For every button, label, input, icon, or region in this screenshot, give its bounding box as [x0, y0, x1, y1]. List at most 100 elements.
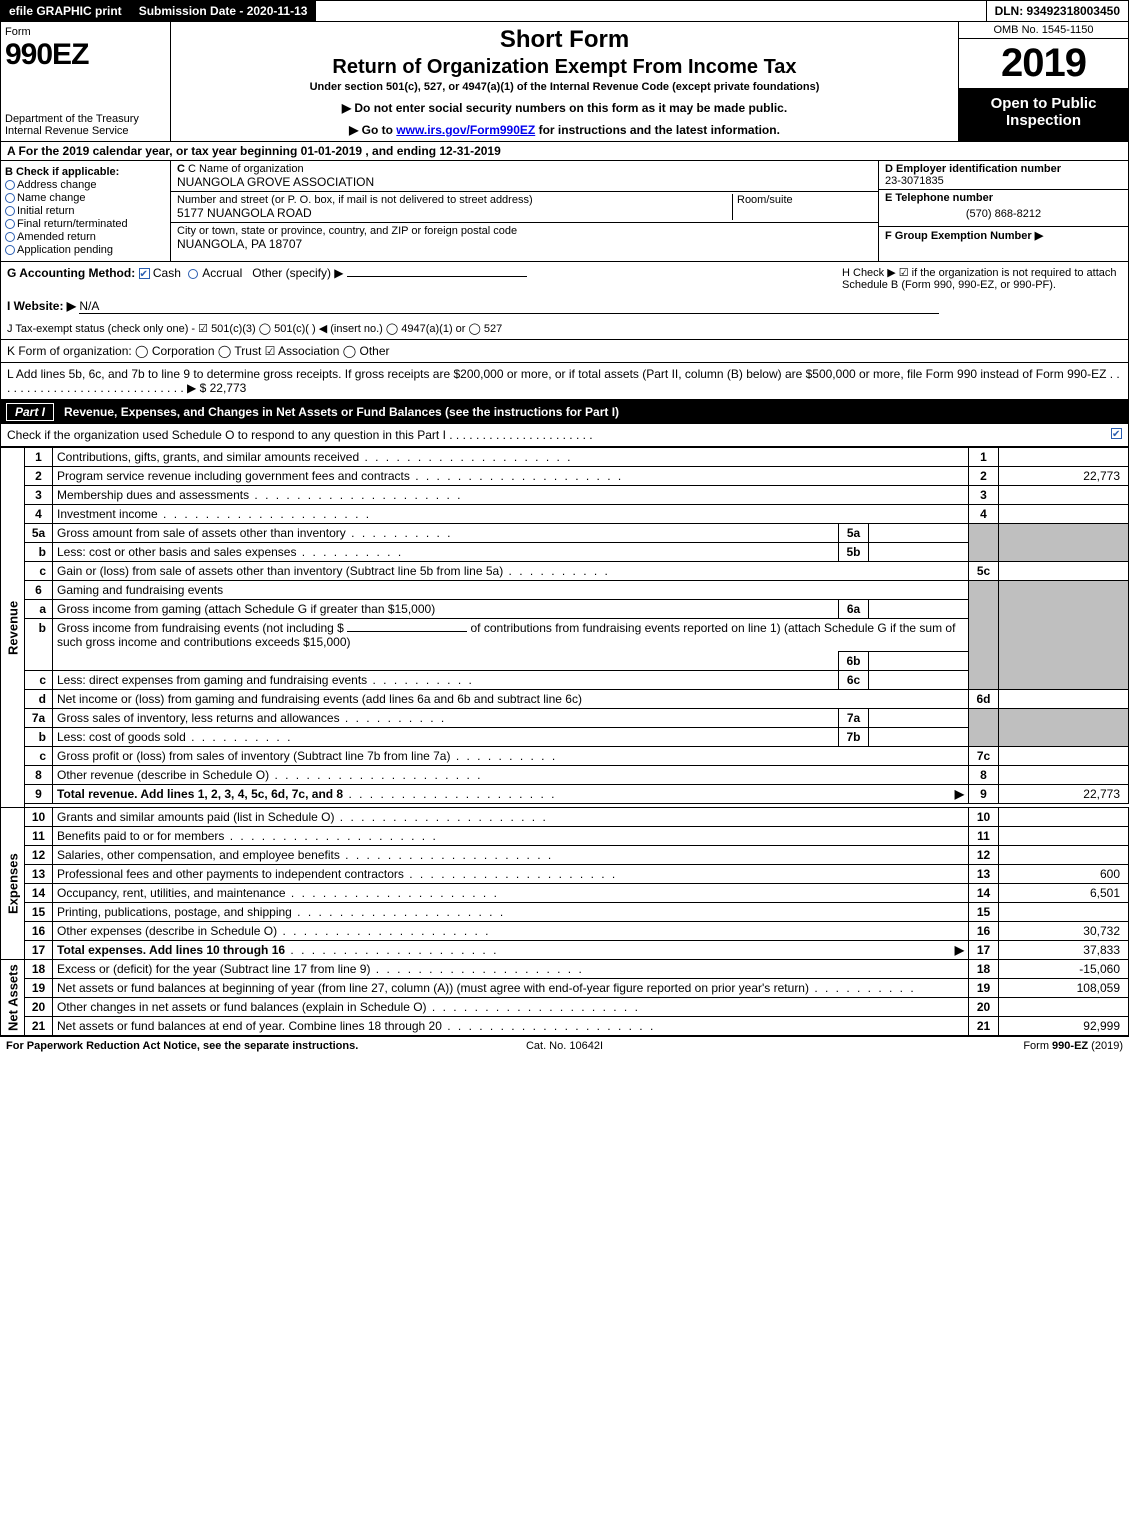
circle-icon [5, 193, 15, 203]
omb-number: OMB No. 1545-1150 [959, 22, 1128, 39]
header-center: Short Form Return of Organization Exempt… [171, 22, 958, 141]
line-rval [999, 486, 1129, 505]
irs-link[interactable]: www.irs.gov/Form990EZ [396, 123, 535, 137]
line-6b-2: 6b [1, 652, 1129, 671]
line-num: 9 [25, 785, 53, 804]
line-inval [869, 524, 969, 543]
line-desc: Grants and similar amounts paid (list in… [57, 810, 334, 824]
line-4: 4 Investment income 4 [1, 505, 1129, 524]
line-17: 17 Total expenses. Add lines 10 through … [1, 941, 1129, 960]
opt-name-change[interactable]: Name change [5, 192, 166, 204]
open-to-public-inspection: Open to Public Inspection [959, 89, 1128, 141]
accrual-label: Accrual [202, 266, 242, 280]
goto-suffix: for instructions and the latest informat… [535, 123, 780, 137]
info-block: B Check if applicable: Address change Na… [0, 161, 1129, 262]
part1-schedule-o-checkbox[interactable] [1111, 428, 1122, 439]
accounting-method-label: G Accounting Method: [7, 266, 135, 280]
opt-application-pending[interactable]: Application pending [5, 244, 166, 256]
lines-table: Revenue 1 Contributions, gifts, grants, … [0, 447, 1129, 1036]
col-c: C C Name of organization NUANGOLA GROVE … [171, 161, 878, 261]
city-value: NUANGOLA, PA 18707 [177, 237, 872, 251]
line-rval [999, 448, 1129, 467]
arrow-icon: ▶ [955, 943, 964, 957]
circle-icon [5, 180, 15, 190]
opt-address-change[interactable]: Address change [5, 179, 166, 191]
line-inval [869, 728, 969, 747]
line-14: 14 Occupancy, rent, utilities, and maint… [1, 884, 1129, 903]
line-desc: Excess or (deficit) for the year (Subtra… [57, 962, 370, 976]
line-num: c [25, 747, 53, 766]
footer-paperwork: For Paperwork Reduction Act Notice, see … [6, 1040, 378, 1052]
line-inval [869, 600, 969, 619]
line-21: 21 Net assets or fund balances at end of… [1, 1017, 1129, 1036]
line-num: 2 [25, 467, 53, 486]
opt-amended-return[interactable]: Amended return [5, 231, 166, 243]
org-name-label: C C Name of organization [177, 163, 872, 175]
line-rval: 37,833 [999, 941, 1129, 960]
line-desc: Other expenses (describe in Schedule O) [57, 924, 277, 938]
line-desc: Gross profit or (loss) from sales of inv… [57, 749, 450, 763]
line-13: 13 Professional fees and other payments … [1, 865, 1129, 884]
line-rnum: 12 [969, 846, 999, 865]
grey-cell [999, 709, 1129, 747]
line-rnum: 19 [969, 979, 999, 998]
part1-check-text: Check if the organization used Schedule … [7, 428, 1111, 442]
line-rval: 108,059 [999, 979, 1129, 998]
line-rval [999, 827, 1129, 846]
opt-address-change-label: Address change [17, 179, 97, 191]
line-desc: Total expenses. Add lines 10 through 16 [57, 943, 285, 957]
line-rval [999, 846, 1129, 865]
line-rval [999, 808, 1129, 827]
line-rnum: 1 [969, 448, 999, 467]
addr-value: 5177 NUANGOLA ROAD [177, 206, 732, 220]
grey-cell [999, 581, 1129, 690]
org-name-cell: C C Name of organization NUANGOLA GROVE … [171, 161, 878, 192]
ein-value: 23-3071835 [885, 175, 1122, 187]
line-rnum: 21 [969, 1017, 999, 1036]
row-g: G Accounting Method: Cash Accrual Other … [7, 266, 842, 291]
opt-initial-return[interactable]: Initial return [5, 205, 166, 217]
line-6c: c Less: direct expenses from gaming and … [1, 671, 1129, 690]
line-num: 10 [25, 808, 53, 827]
other-specify-label: Other (specify) ▶ [252, 266, 343, 280]
ein-label: D Employer identification number [885, 163, 1122, 175]
line-rnum: 11 [969, 827, 999, 846]
efile-print-label[interactable]: efile GRAPHIC print [1, 1, 131, 21]
line-rval [999, 690, 1129, 709]
line-rval [999, 747, 1129, 766]
line-rval: 92,999 [999, 1017, 1129, 1036]
line-num: a [25, 600, 53, 619]
line-rnum: 8 [969, 766, 999, 785]
checkbox-cash[interactable] [139, 268, 150, 279]
group-exemption-cell: F Group Exemption Number ▶ [879, 227, 1128, 261]
opt-name-change-label: Name change [17, 192, 86, 204]
line-rval: 22,773 [999, 785, 1129, 804]
tel-value: (570) 868-8212 [885, 204, 1122, 224]
address-row: Number and street (or P. O. box, if mail… [171, 192, 878, 223]
netassets-section-label: Net Assets [1, 960, 25, 1036]
line-20: 20 Other changes in net assets or fund b… [1, 998, 1129, 1017]
goto-prefix: ▶ Go to [349, 123, 396, 137]
circle-icon [5, 206, 15, 216]
line-desc: Gross sales of inventory, less returns a… [57, 711, 340, 725]
opt-final-return[interactable]: Final return/terminated [5, 218, 166, 230]
line-inval [869, 543, 969, 562]
line-desc: Salaries, other compensation, and employ… [57, 848, 340, 862]
line-rval [999, 766, 1129, 785]
title-short-form: Short Form [179, 26, 950, 54]
circle-icon[interactable] [188, 269, 198, 279]
line-rnum: 15 [969, 903, 999, 922]
part1-check-line: Check if the organization used Schedule … [0, 424, 1129, 447]
footer-catno: Cat. No. 10642I [378, 1040, 750, 1052]
tax-year: 2019 [959, 39, 1128, 89]
line-inval [869, 671, 969, 690]
other-specify-underline [347, 276, 527, 277]
line-desc: Gain or (loss) from sale of assets other… [57, 564, 503, 578]
line-19: 19 Net assets or fund balances at beginn… [1, 979, 1129, 998]
line-desc: Less: cost or other basis and sales expe… [57, 545, 296, 559]
line-rval: -15,060 [999, 960, 1129, 979]
line-desc: Gross amount from sale of assets other t… [57, 526, 346, 540]
line-12: 12 Salaries, other compensation, and emp… [1, 846, 1129, 865]
header-block: Form 990EZ Department of the Treasury In… [0, 22, 1129, 142]
line-desc: Net assets or fund balances at beginning… [57, 981, 809, 995]
